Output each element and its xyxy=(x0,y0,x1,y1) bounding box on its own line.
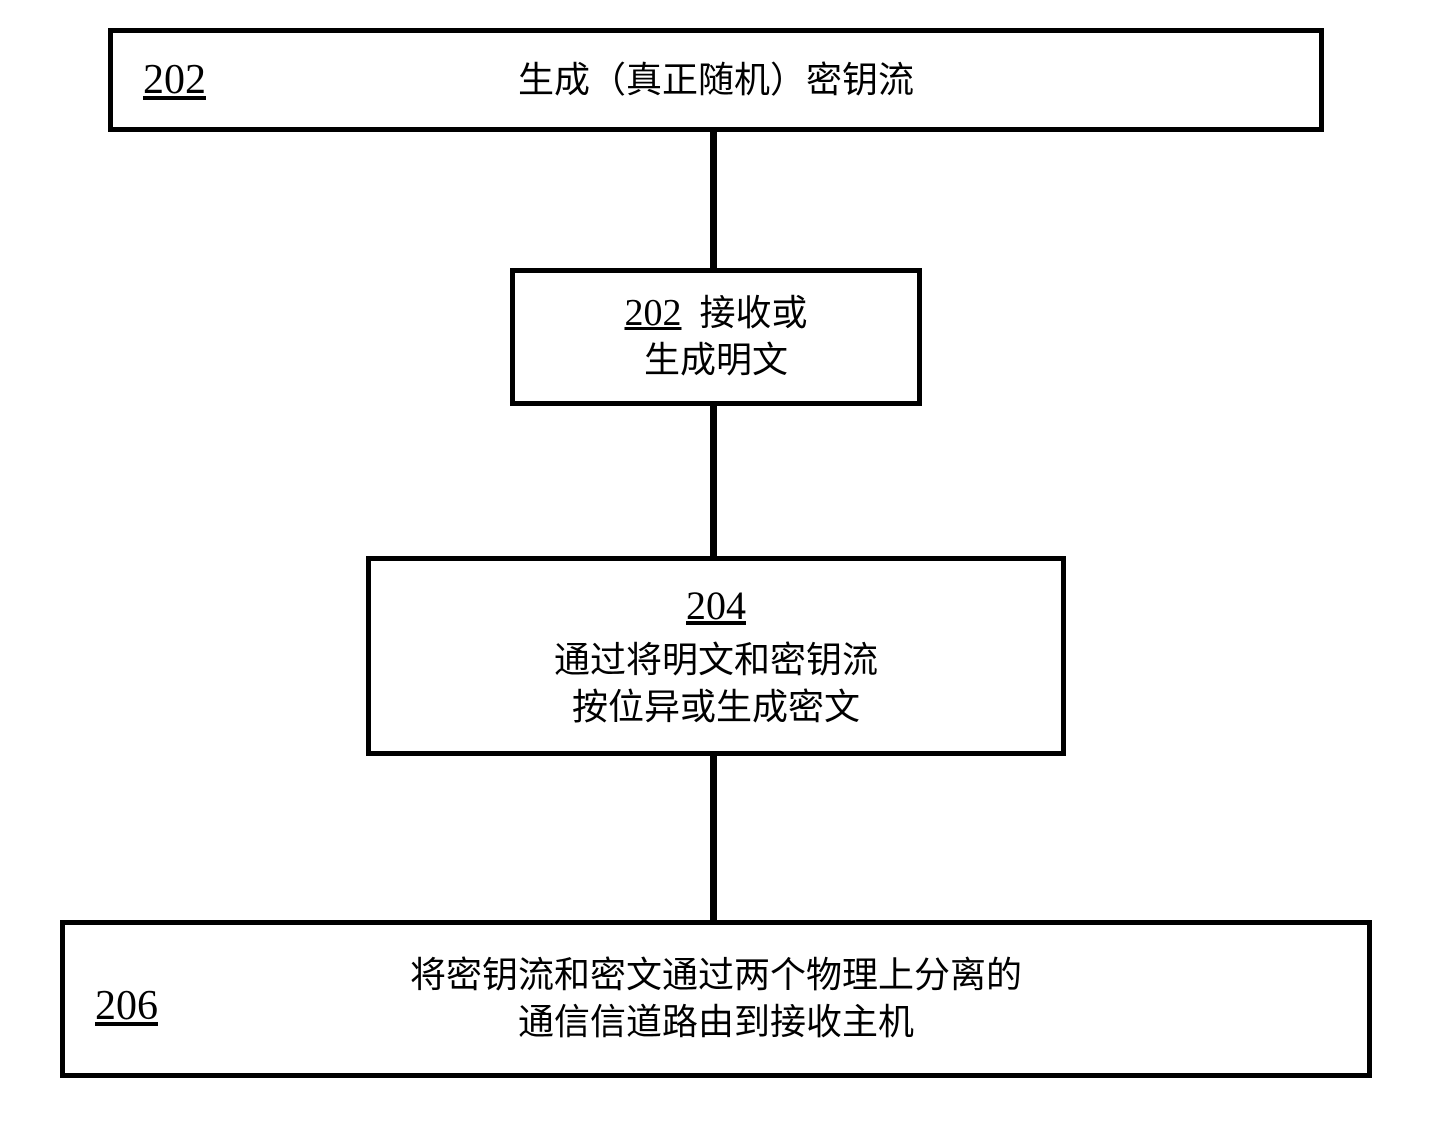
node-line1: 202 接收或 xyxy=(515,290,917,337)
ref-number: 204 xyxy=(371,582,1061,629)
ref-number: 206 xyxy=(95,982,158,1030)
flowchart-container: 202 生成（真正随机）密钥流 202 接收或 生成明文 204 通过将明文和密… xyxy=(0,0,1434,1126)
node-text-line2: 通信信道路由到接收主机 xyxy=(65,999,1367,1046)
ref-number: 202 xyxy=(143,56,206,104)
connector-2-3 xyxy=(710,406,717,556)
node-text: 生成（真正随机）密钥流 xyxy=(113,57,1319,104)
flow-node-xor-ciphertext: 204 通过将明文和密钥流 按位异或生成密文 xyxy=(366,556,1066,756)
connector-1-2 xyxy=(710,132,717,268)
node-text-line2: 生成明文 xyxy=(515,337,917,384)
ref-number: 202 xyxy=(624,291,681,335)
connector-3-4 xyxy=(710,756,717,920)
node-content: 206 将密钥流和密文通过两个物理上分离的 通信信道路由到接收主机 xyxy=(65,952,1367,1046)
node-content: 202 接收或 生成明文 xyxy=(515,290,917,384)
node-content: 204 通过将明文和密钥流 按位异或生成密文 xyxy=(371,582,1061,731)
node-text-line1: 通过将明文和密钥流 xyxy=(371,637,1061,684)
flow-node-generate-keystream: 202 生成（真正随机）密钥流 xyxy=(108,28,1324,132)
flow-node-receive-plaintext: 202 接收或 生成明文 xyxy=(510,268,922,406)
node-text-line1: 接收或 xyxy=(699,290,807,337)
flow-node-route-channels: 206 将密钥流和密文通过两个物理上分离的 通信信道路由到接收主机 xyxy=(60,920,1372,1078)
node-content: 202 生成（真正随机）密钥流 xyxy=(113,57,1319,104)
node-text-line1: 将密钥流和密文通过两个物理上分离的 xyxy=(65,952,1367,999)
node-text-line2: 按位异或生成密文 xyxy=(371,684,1061,731)
